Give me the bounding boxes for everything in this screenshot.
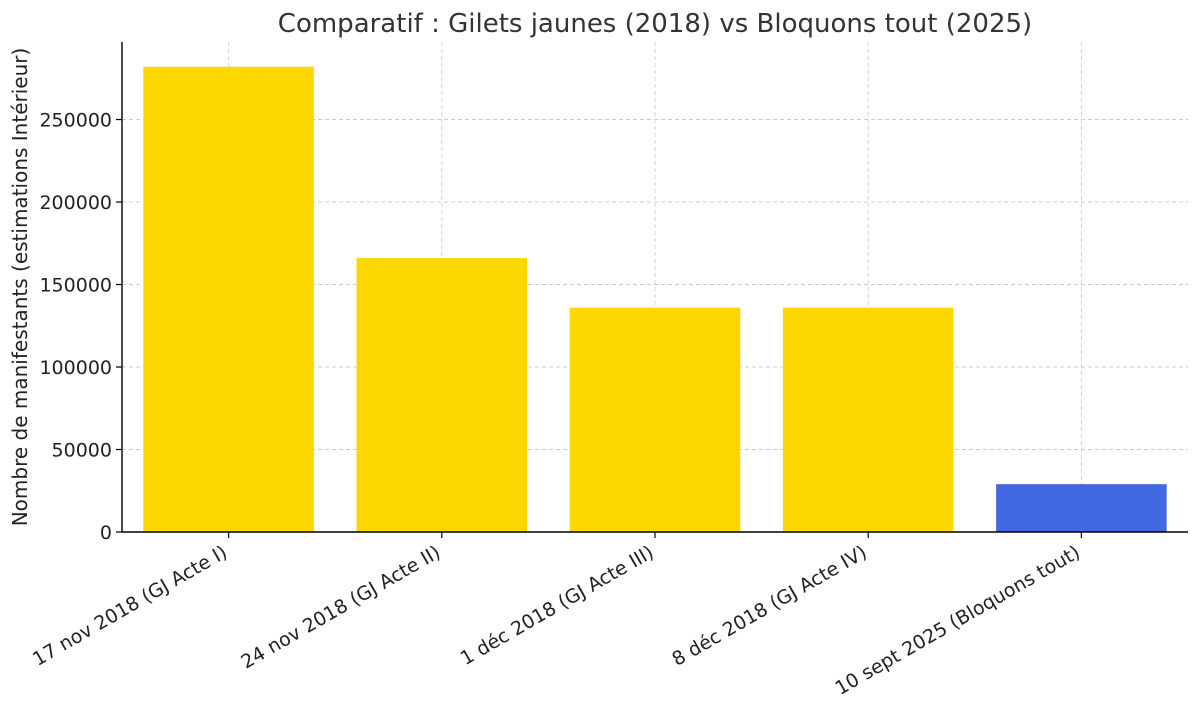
x-tick-label: 24 nov 2018 (GJ Acte II) — [237, 541, 444, 673]
bar — [996, 484, 1167, 532]
x-axis: 17 nov 2018 (GJ Acte I) 24 nov 2018 (GJ A… — [29, 531, 1188, 700]
y-tick-label: 50000 — [52, 440, 112, 462]
bar — [356, 258, 528, 532]
x-tick-label: 17 nov 2018 (GJ Acte I) — [29, 541, 231, 670]
bar — [782, 307, 954, 532]
bars — [143, 66, 1167, 533]
x-tick-label: 8 déc 2018 (GJ Acte IV) — [668, 541, 870, 670]
bar — [143, 66, 314, 533]
y-tick-label: 150000 — [39, 275, 112, 297]
bar — [569, 307, 741, 532]
x-tick-label: 1 déc 2018 (GJ Acte III) — [457, 541, 658, 670]
x-tick-label: 10 sept 2025 (Bloquons tout) — [831, 541, 1083, 699]
y-axis: 0 50000 100000 150000 200000 250000 — [39, 42, 123, 544]
y-tick-label: 100000 — [39, 357, 112, 379]
y-tick-label: 200000 — [39, 192, 112, 214]
chart-title: Comparatif : Gilets jaunes (2018) vs Blo… — [278, 9, 1032, 39]
y-tick-label: 250000 — [39, 110, 112, 132]
y-axis-label: Nombre de manifestants (estimations Inté… — [8, 48, 32, 527]
y-tick-label: 0 — [100, 522, 112, 544]
